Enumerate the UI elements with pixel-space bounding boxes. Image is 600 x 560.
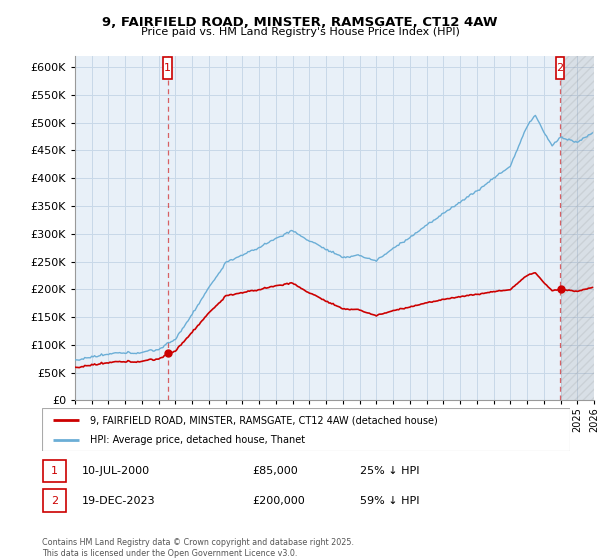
FancyBboxPatch shape <box>163 57 172 80</box>
Text: 2: 2 <box>556 63 563 73</box>
Text: 9, FAIRFIELD ROAD, MINSTER, RAMSGATE, CT12 4AW (detached house): 9, FAIRFIELD ROAD, MINSTER, RAMSGATE, CT… <box>89 415 437 425</box>
Text: 1: 1 <box>164 63 171 73</box>
FancyBboxPatch shape <box>42 408 570 451</box>
Text: £85,000: £85,000 <box>252 466 298 476</box>
FancyBboxPatch shape <box>43 460 66 482</box>
Text: 1: 1 <box>51 466 58 476</box>
FancyBboxPatch shape <box>556 57 564 80</box>
Text: Contains HM Land Registry data © Crown copyright and database right 2025.
This d: Contains HM Land Registry data © Crown c… <box>42 538 354 558</box>
Text: 59% ↓ HPI: 59% ↓ HPI <box>360 496 419 506</box>
Text: 9, FAIRFIELD ROAD, MINSTER, RAMSGATE, CT12 4AW: 9, FAIRFIELD ROAD, MINSTER, RAMSGATE, CT… <box>102 16 498 29</box>
Text: 10-JUL-2000: 10-JUL-2000 <box>82 466 151 476</box>
Text: 2: 2 <box>51 496 58 506</box>
Text: £200,000: £200,000 <box>252 496 305 506</box>
FancyBboxPatch shape <box>43 489 66 512</box>
Text: HPI: Average price, detached house, Thanet: HPI: Average price, detached house, Than… <box>89 435 305 445</box>
Text: Price paid vs. HM Land Registry's House Price Index (HPI): Price paid vs. HM Land Registry's House … <box>140 27 460 37</box>
Text: 25% ↓ HPI: 25% ↓ HPI <box>360 466 419 476</box>
Text: 19-DEC-2023: 19-DEC-2023 <box>82 496 156 506</box>
Bar <box>560 56 594 400</box>
